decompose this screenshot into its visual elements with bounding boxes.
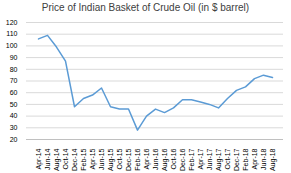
svg-text:Dec-14: Dec-14	[71, 148, 78, 171]
svg-text:90: 90	[10, 54, 18, 61]
svg-text:Dec-15: Dec-15	[125, 148, 132, 171]
svg-text:Apr-18: Apr-18	[251, 148, 259, 169]
svg-text:Jun-16: Jun-16	[152, 148, 159, 170]
svg-text:60: 60	[10, 89, 18, 96]
svg-text:80: 80	[10, 66, 18, 73]
svg-text:20: 20	[10, 136, 18, 143]
svg-text:120: 120	[6, 19, 18, 26]
svg-text:Feb-18: Feb-18	[242, 148, 249, 170]
svg-text:Feb-15: Feb-15	[80, 148, 87, 170]
svg-text:30: 30	[10, 124, 18, 131]
svg-text:Apr-16: Apr-16	[143, 148, 151, 169]
svg-text:Jun-17: Jun-17	[206, 148, 213, 170]
svg-text:Aug-16: Aug-16	[161, 148, 169, 171]
svg-text:Apr-15: Apr-15	[89, 148, 97, 169]
svg-text:Feb-16: Feb-16	[134, 148, 141, 170]
svg-text:Aug-15: Aug-15	[107, 148, 115, 171]
svg-text:Aug-18: Aug-18	[269, 148, 277, 171]
svg-text:Aug-14: Aug-14	[53, 148, 61, 171]
svg-text:110: 110	[6, 30, 17, 37]
svg-text:50: 50	[10, 101, 18, 108]
svg-text:Jun-14: Jun-14	[44, 148, 51, 170]
svg-text:Oct-15: Oct-15	[116, 148, 123, 169]
svg-text:Dec-17: Dec-17	[233, 148, 240, 171]
svg-text:40: 40	[10, 112, 18, 119]
svg-text:Jun-18: Jun-18	[260, 148, 267, 170]
svg-text:Feb-17: Feb-17	[188, 148, 195, 170]
svg-text:Apr-14: Apr-14	[35, 148, 43, 169]
svg-text:Apr-17: Apr-17	[197, 148, 205, 169]
svg-text:Oct-17: Oct-17	[224, 148, 231, 169]
svg-text:Aug-17: Aug-17	[215, 148, 223, 171]
html-text:Price of Indian Basket of Crud: Price of Indian Basket of Crude Oil (in …	[41, 2, 250, 13]
svg-text:70: 70	[10, 77, 18, 84]
svg-text:100: 100	[6, 42, 18, 49]
svg-text:Jun-15: Jun-15	[98, 148, 105, 170]
svg-text:Dec-16: Dec-16	[179, 148, 186, 171]
svg-text:Oct-14: Oct-14	[62, 148, 69, 169]
svg-text:Oct-16: Oct-16	[170, 148, 177, 169]
